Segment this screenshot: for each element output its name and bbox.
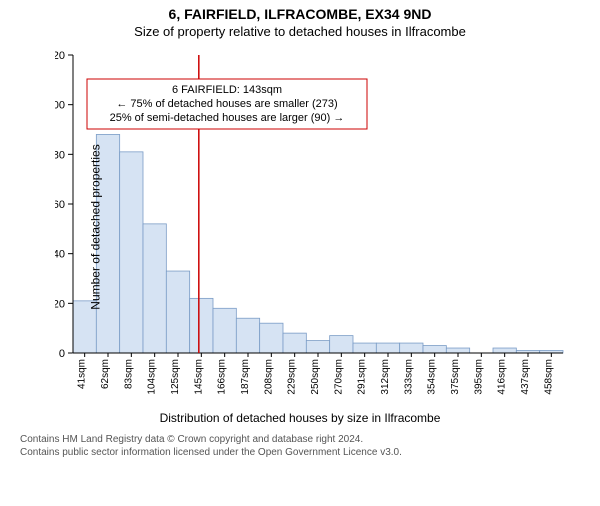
svg-text:333sqm: 333sqm	[403, 359, 414, 395]
svg-text:20: 20	[55, 298, 65, 310]
svg-text:208sqm: 208sqm	[263, 359, 274, 395]
y-axis-label: Number of detached properties	[89, 144, 103, 309]
svg-text:6 FAIRFIELD: 143sqm: 6 FAIRFIELD: 143sqm	[172, 84, 282, 96]
svg-text:312sqm: 312sqm	[380, 359, 391, 395]
svg-text:145sqm: 145sqm	[193, 359, 204, 395]
svg-text:40: 40	[55, 249, 65, 261]
svg-text:458sqm: 458sqm	[543, 359, 554, 395]
svg-text:250sqm: 250sqm	[310, 359, 321, 395]
svg-text:← 75% of detached houses are s: ← 75% of detached houses are smaller (27…	[116, 98, 337, 110]
chart-container: Number of detached properties 0 20 40 60 80 1…	[55, 47, 575, 407]
svg-text:395sqm: 395sqm	[473, 359, 484, 395]
histogram-svg: 0 20 40 60 80 100 120 41sqm 62sqm 83sqm 104sqm 125s…	[55, 47, 575, 407]
svg-text:291sqm: 291sqm	[357, 359, 368, 395]
svg-text:416sqm: 416sqm	[497, 359, 508, 395]
svg-text:62sqm: 62sqm	[100, 359, 111, 389]
svg-text:270sqm: 270sqm	[333, 359, 344, 395]
x-axis-title: Distribution of detached houses by size …	[0, 411, 600, 425]
svg-text:83sqm: 83sqm	[123, 359, 134, 389]
svg-text:166sqm: 166sqm	[217, 359, 228, 395]
footer-attribution: Contains HM Land Registry data © Crown c…	[20, 433, 600, 459]
svg-text:104sqm: 104sqm	[147, 359, 158, 395]
svg-text:120: 120	[55, 50, 65, 62]
svg-text:354sqm: 354sqm	[427, 359, 438, 395]
svg-text:100: 100	[55, 100, 65, 112]
svg-text:25% of semi-detached houses ar: 25% of semi-detached houses are larger (…	[110, 112, 345, 124]
svg-text:229sqm: 229sqm	[287, 359, 298, 395]
footer-line-1: Contains HM Land Registry data © Crown c…	[20, 433, 600, 446]
svg-text:80: 80	[55, 149, 65, 161]
footer-line-2: Contains public sector information licen…	[20, 446, 600, 459]
svg-text:41sqm: 41sqm	[77, 359, 88, 389]
svg-text:0: 0	[59, 348, 65, 360]
chart-title-main: 6, FAIRFIELD, ILFRACOMBE, EX34 9ND	[0, 6, 600, 22]
svg-text:375sqm: 375sqm	[450, 359, 461, 395]
svg-text:187sqm: 187sqm	[240, 359, 251, 395]
svg-text:125sqm: 125sqm	[170, 359, 181, 395]
svg-text:60: 60	[55, 199, 65, 211]
svg-text:437sqm: 437sqm	[520, 359, 531, 395]
chart-title-sub: Size of property relative to detached ho…	[0, 24, 600, 39]
